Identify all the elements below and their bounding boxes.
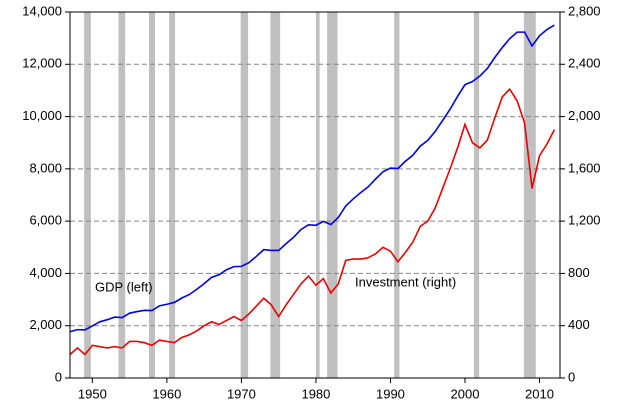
y-tick-label: 14,000	[22, 3, 62, 18]
y2-tick-label: 400	[568, 317, 590, 332]
shading-layer	[84, 12, 536, 378]
grid-layer	[70, 11, 560, 379]
shaded-period	[240, 12, 249, 378]
shaded-period	[169, 12, 176, 378]
y2-tick-label: 2,800	[568, 3, 601, 18]
series-line	[69, 87, 556, 356]
y2-tick-label: 0	[568, 369, 575, 384]
shaded-period	[327, 12, 338, 378]
x-tick-label: 1950	[78, 386, 107, 401]
annotation: GDP (left)	[95, 279, 153, 294]
y-tick-label: 4,000	[29, 265, 62, 280]
shaded-period	[270, 12, 281, 378]
y-tick-label: 8,000	[29, 160, 62, 175]
x-tick-label: 2000	[451, 386, 480, 401]
shaded-period	[315, 12, 320, 378]
x-tick-label: 1980	[301, 386, 330, 401]
shaded-period	[523, 12, 536, 378]
shaded-period	[394, 12, 400, 378]
x-tick-label: 2010	[525, 386, 554, 401]
x-tick-label: 1970	[227, 386, 256, 401]
y-tick-label: 2,000	[29, 317, 62, 332]
y-tick-label: 10,000	[22, 108, 62, 123]
shaded-period	[473, 12, 480, 378]
lines-layer	[69, 24, 556, 356]
y2-tick-label: 1,600	[568, 160, 601, 175]
y-tick-label: 0	[55, 369, 62, 384]
shaded-period	[148, 12, 155, 378]
x-tick-label: 1960	[152, 386, 181, 401]
shaded-period	[118, 12, 126, 378]
y2-tick-label: 2,000	[568, 108, 601, 123]
y2-tick-label: 1,200	[568, 213, 601, 228]
labels-layer: 0 2,000 4,000 6,000 8,000 10,000 12,000 14,000 0…	[22, 3, 600, 401]
series-line	[69, 24, 555, 333]
annotation: Investment (right)	[355, 274, 456, 289]
y-tick-label: 12,000	[22, 56, 62, 71]
plot-frame	[69, 11, 561, 379]
x-tick-label: 1990	[376, 386, 405, 401]
y-tick-label: 6,000	[29, 213, 62, 228]
y2-tick-label: 800	[568, 265, 590, 280]
shaded-period	[84, 12, 91, 378]
y2-tick-label: 2,400	[568, 56, 601, 71]
